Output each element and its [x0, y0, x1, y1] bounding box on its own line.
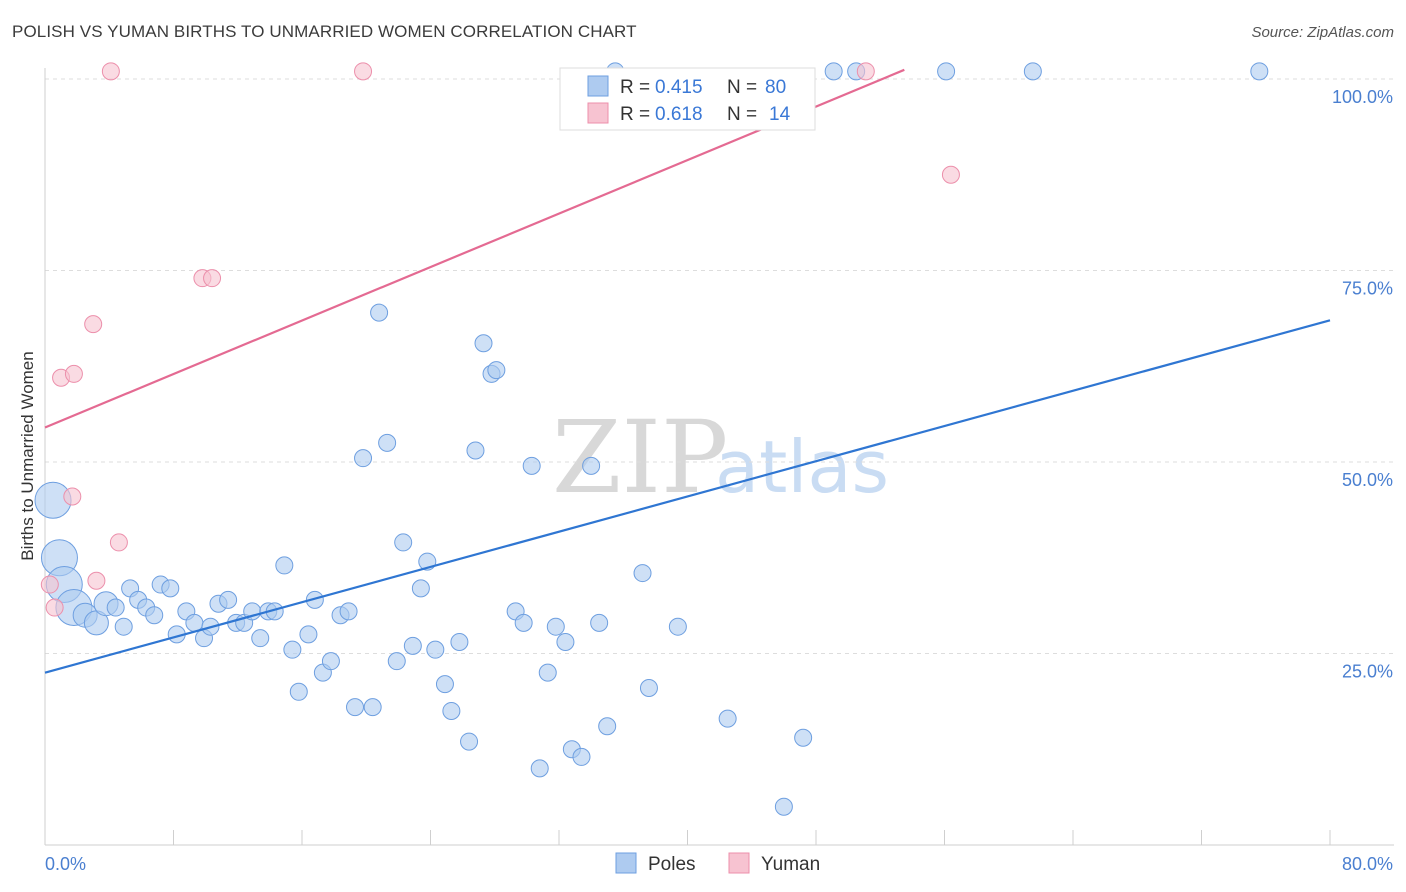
poles-point — [370, 303, 389, 322]
poles-point — [522, 456, 541, 475]
poles-point — [556, 633, 575, 652]
poles-point — [411, 579, 430, 598]
poles-point — [339, 602, 358, 621]
poles-point — [572, 747, 591, 766]
yuman-point — [856, 62, 875, 81]
legend-stats: R = 0.415 N = 80 R = 0.618 N = 14 — [559, 67, 816, 131]
poles-point — [487, 361, 506, 380]
yuman-point — [101, 62, 120, 81]
poles-point — [450, 633, 469, 652]
yuman-point — [40, 575, 59, 594]
poles-point — [426, 640, 445, 659]
poles-point — [354, 449, 373, 468]
x-tick-label: 80.0% — [1342, 854, 1393, 874]
axis-layer — [44, 68, 1394, 846]
yuman-point — [354, 62, 373, 81]
poles-point — [299, 625, 318, 644]
trendlines — [44, 68, 1331, 674]
watermark-atlas: atlas — [715, 425, 889, 509]
poles-trendline — [44, 319, 1331, 674]
poles-points — [34, 62, 1269, 816]
poles-point — [474, 334, 493, 353]
poles-point — [598, 717, 617, 736]
legend-bottom-yuman-label: Yuman — [761, 854, 820, 875]
legend-poles-n-value: 80 — [765, 77, 786, 98]
poles-point — [114, 617, 133, 636]
poles-point — [161, 579, 180, 598]
poles-point — [378, 433, 397, 452]
poles-point — [251, 629, 270, 648]
poles-point — [145, 606, 164, 625]
legend-poles-swatch — [587, 75, 609, 97]
poles-point — [403, 636, 422, 655]
poles-point — [937, 62, 956, 81]
yuman-point — [203, 269, 222, 288]
poles-point — [387, 652, 406, 671]
poles-point — [283, 640, 302, 659]
poles-point — [1023, 62, 1042, 81]
poles-point — [321, 652, 340, 671]
legend-series: Poles Yuman — [615, 852, 820, 875]
poles-point — [794, 728, 813, 747]
y-tick-label: 25.0% — [1342, 662, 1393, 682]
y-axis-label: Births to Unmarried Women — [18, 351, 37, 560]
poles-point — [460, 732, 479, 751]
poles-point — [590, 613, 609, 632]
yuman-point — [941, 165, 960, 184]
poles-point — [346, 698, 365, 717]
poles-point — [633, 564, 652, 583]
poles-point — [106, 598, 125, 617]
source-credit: Source: ZipAtlas.com — [1251, 24, 1394, 41]
yuman-point — [87, 571, 106, 590]
legend-bottom-yuman-swatch — [728, 852, 750, 874]
poles-point — [538, 663, 557, 682]
poles-point — [718, 709, 737, 728]
poles-point — [824, 62, 843, 81]
legend-bottom-poles-label: Poles — [648, 854, 696, 875]
legend-poles-n-label: N = — [727, 77, 757, 98]
y-tick-labels: 25.0% 50.0% 75.0% 100.0% — [1332, 87, 1393, 682]
poles-point — [219, 590, 238, 609]
x-tick-labels: 0.0% 80.0% — [45, 854, 1393, 874]
legend-bottom-poles-swatch — [615, 852, 637, 874]
poles-point — [289, 682, 308, 701]
poles-point — [442, 701, 461, 720]
x-tick-label: 0.0% — [45, 854, 86, 874]
poles-point — [394, 533, 413, 552]
y-tick-label: 50.0% — [1342, 470, 1393, 490]
legend-yuman-r-value: 0.618 — [655, 104, 703, 125]
poles-point — [546, 617, 565, 636]
chart-title: POLISH VS YUMAN BIRTHS TO UNMARRIED WOME… — [12, 22, 637, 41]
poles-point — [435, 675, 454, 694]
watermark-zip: ZIP — [552, 399, 728, 516]
yuman-point — [84, 315, 103, 334]
poles-point — [1250, 62, 1269, 81]
yuman-point — [64, 364, 83, 383]
poles-point — [185, 613, 204, 632]
poles-point — [530, 759, 549, 778]
yuman-point — [63, 487, 82, 506]
poles-point — [774, 797, 793, 816]
y-tick-label: 75.0% — [1342, 279, 1393, 299]
x-tick-marks — [44, 830, 1331, 845]
yuman-points — [40, 62, 960, 617]
grid-layer — [45, 78, 1394, 654]
yuman-point — [109, 533, 128, 552]
poles-point — [363, 698, 382, 717]
legend-poles-r-value: 0.415 — [655, 77, 703, 98]
legend-poles-r-label: R = — [620, 77, 650, 98]
poles-point — [466, 441, 485, 460]
y-tick-label: 100.0% — [1332, 87, 1393, 107]
yuman-point — [45, 598, 64, 617]
poles-point — [582, 456, 601, 475]
poles-point — [668, 617, 687, 636]
legend-yuman-n-label: N = — [727, 104, 757, 125]
legend-yuman-n-value: 14 — [769, 104, 791, 125]
poles-point — [275, 556, 294, 575]
legend-yuman-r-label: R = — [620, 104, 650, 125]
legend-yuman-swatch — [587, 102, 609, 124]
poles-point — [639, 678, 658, 697]
poles-point — [514, 613, 533, 632]
